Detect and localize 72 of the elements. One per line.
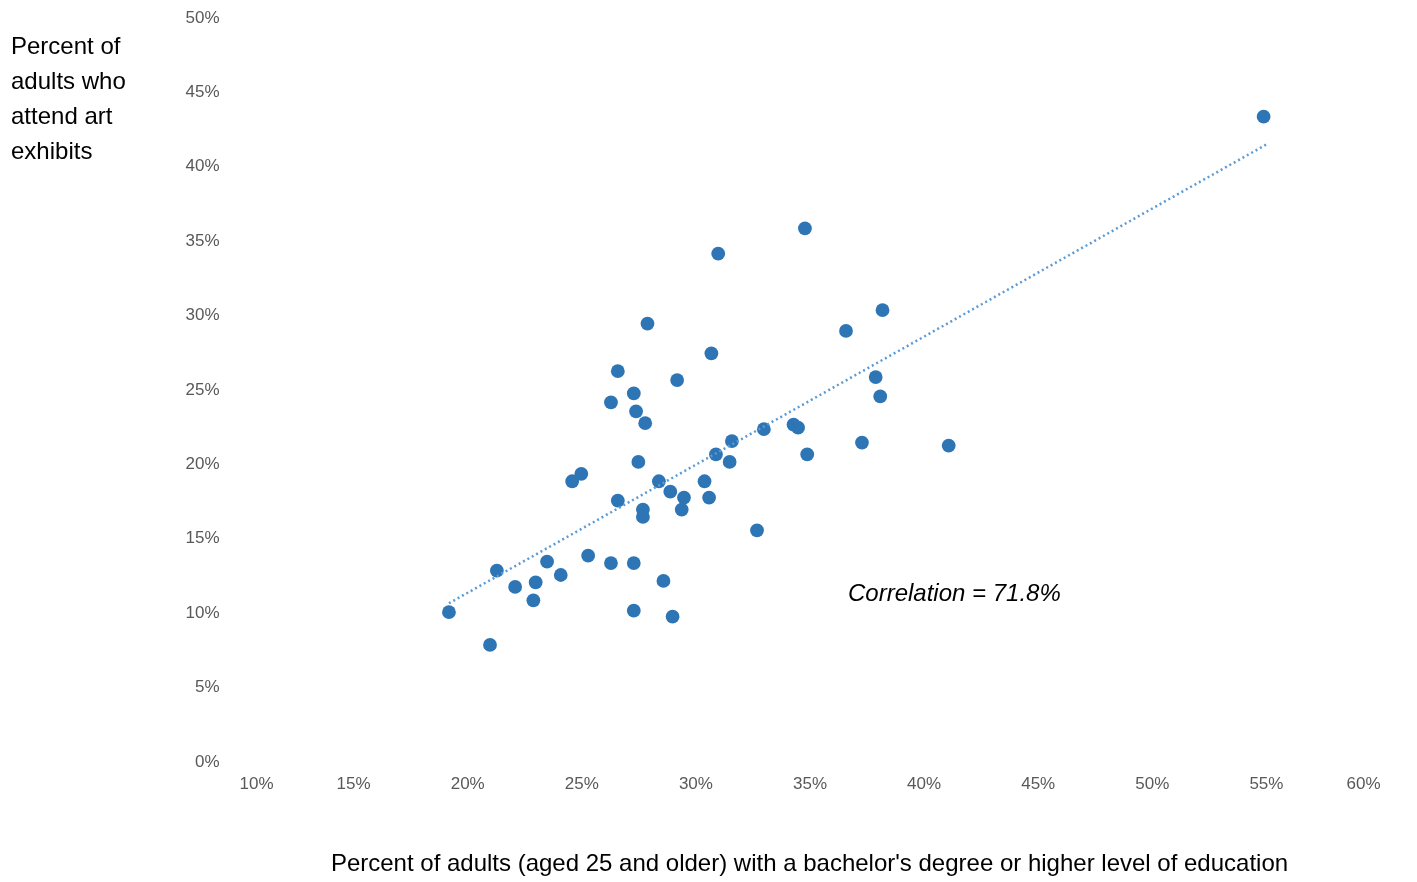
point — [626, 386, 641, 401]
point — [674, 502, 689, 517]
point — [665, 609, 680, 624]
point — [604, 556, 618, 570]
point — [483, 638, 497, 652]
point — [489, 563, 504, 578]
point — [722, 455, 737, 469]
x-tick-label: 15% — [336, 773, 371, 793]
annotation: Correlation = 71.8% — [848, 579, 1061, 606]
point — [610, 493, 625, 508]
y-tick-label: 30% — [185, 305, 220, 325]
y-axis-title: Percent of adults who attend art exhibits — [11, 32, 126, 164]
point — [791, 420, 805, 435]
point — [800, 447, 815, 462]
point — [663, 484, 678, 499]
x-axis-title: Percent of adults (aged 25 and older) with a bachelor's degree or higher level of education — [330, 849, 1289, 876]
point — [941, 438, 956, 453]
x-tick-label: 50% — [1135, 773, 1170, 793]
point — [652, 474, 666, 489]
x-tick-label: 60% — [1346, 773, 1381, 793]
y-tick-label: 0% — [194, 751, 220, 771]
point — [565, 474, 580, 489]
point — [798, 221, 812, 236]
point — [670, 373, 685, 387]
y-tick-label: 5% — [194, 677, 220, 697]
x-tick-label: 45% — [1021, 773, 1056, 793]
point — [540, 554, 554, 569]
point — [631, 455, 646, 469]
x-tick-label: 35% — [792, 773, 828, 793]
x-tick-label: 55% — [1249, 773, 1284, 793]
point — [868, 370, 883, 384]
x-tick-label: 10% — [239, 773, 274, 793]
point — [526, 593, 541, 608]
point — [626, 556, 641, 570]
point — [702, 490, 716, 505]
point — [581, 548, 596, 563]
y-tick-label: 25% — [185, 379, 220, 399]
point — [704, 346, 719, 361]
point — [656, 574, 671, 588]
y-tick-label: 50% — [185, 7, 220, 27]
point — [855, 435, 869, 450]
y-tick-label: 35% — [185, 230, 220, 250]
point — [873, 389, 888, 404]
x-tick-label: 25% — [564, 773, 599, 793]
point — [574, 466, 589, 481]
y-tick-label: 40% — [185, 156, 220, 176]
point — [528, 575, 543, 590]
point — [839, 324, 853, 338]
point — [875, 303, 890, 318]
x-tick-label: 40% — [907, 773, 942, 793]
x-tick-label: 30% — [678, 773, 713, 793]
point — [604, 395, 618, 410]
point — [750, 523, 764, 538]
point — [442, 605, 456, 620]
point — [711, 246, 726, 261]
point — [508, 580, 523, 594]
point — [677, 490, 691, 505]
point — [725, 434, 739, 448]
point — [1256, 109, 1271, 124]
point — [638, 416, 653, 431]
y-tick-label: 45% — [185, 81, 220, 101]
y-tick-label: 20% — [185, 453, 220, 473]
x-tick-label: 20% — [450, 773, 485, 793]
y-tick-label: 10% — [185, 602, 220, 622]
point — [756, 422, 771, 437]
point — [610, 364, 625, 379]
point — [629, 404, 643, 419]
point — [553, 568, 568, 582]
point — [697, 474, 712, 489]
point — [626, 603, 641, 618]
point — [640, 316, 655, 331]
y-tick-label: 15% — [185, 528, 220, 548]
